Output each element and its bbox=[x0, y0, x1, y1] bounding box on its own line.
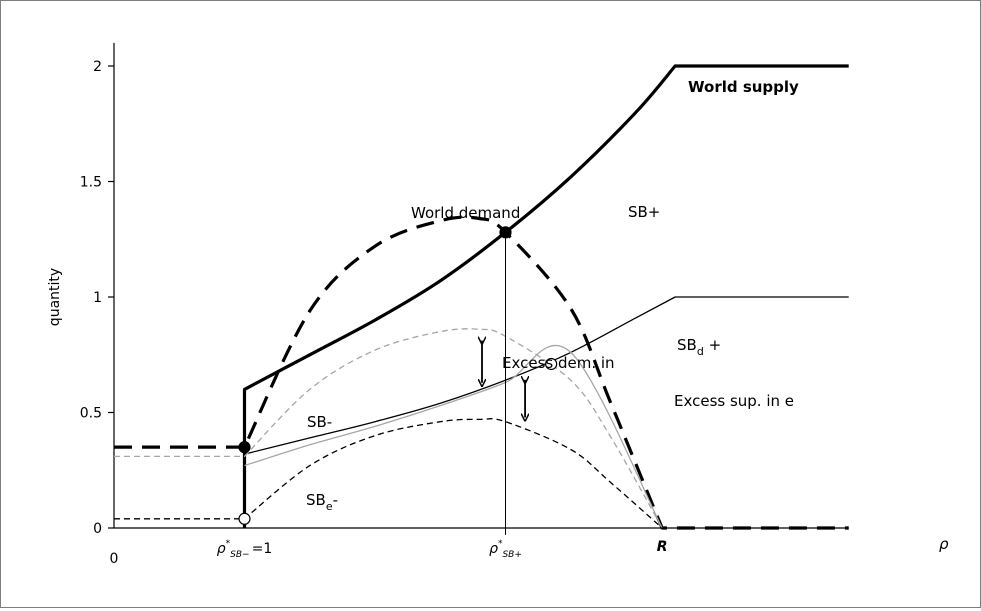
world-supply-label: World supply bbox=[688, 78, 799, 96]
tick-tail: =1 bbox=[252, 541, 273, 557]
sb-plus-label: SB+ bbox=[628, 203, 660, 221]
x-tick-sb-plus: ρ*SB+ bbox=[489, 539, 522, 560]
series-line-2 bbox=[244, 296, 849, 455]
sbe-minus-label: SBe- bbox=[306, 491, 338, 513]
y-tick-label: 1.5 bbox=[80, 175, 102, 191]
marker-layer bbox=[238, 226, 558, 525]
y-ticks: 0 0.5 1 1.5 2 bbox=[80, 59, 114, 537]
sb-minus-label: SB- bbox=[307, 413, 332, 431]
x-axis-label: ρ bbox=[939, 535, 949, 553]
excess-demand-label: Excess dem. in bbox=[502, 354, 615, 372]
rho-symbol: ρ bbox=[217, 541, 226, 557]
series-line-1 bbox=[114, 215, 849, 530]
series-line-0 bbox=[242, 64, 849, 528]
sb-minus-point bbox=[238, 441, 251, 454]
y-tick-label: 0 bbox=[93, 521, 102, 537]
origin-label: 0 bbox=[110, 551, 119, 567]
series-line-3 bbox=[244, 344, 663, 529]
series-layer bbox=[114, 64, 849, 530]
series-line-4 bbox=[114, 328, 663, 529]
x-tick-r: R bbox=[657, 539, 668, 555]
sb-plus-point bbox=[499, 226, 512, 239]
arrow-layer bbox=[482, 341, 525, 418]
y-tick-label: 2 bbox=[93, 59, 102, 75]
series-line-5 bbox=[114, 418, 663, 529]
world-demand-label: World demand bbox=[411, 204, 520, 222]
tick-sub: SB− bbox=[230, 550, 249, 560]
sbe-minus-point bbox=[238, 512, 251, 525]
sbd-plus-point bbox=[545, 357, 558, 371]
y-axis-label: quantity bbox=[47, 268, 63, 326]
y-tick-label: 1 bbox=[93, 290, 102, 306]
y-tick-label: 0.5 bbox=[80, 406, 102, 422]
x-tick-sb-minus: ρ*SB− =1 bbox=[217, 539, 272, 560]
excess-supply-label: Excess sup. in e bbox=[674, 392, 794, 410]
sbd-plus-label: SBd + bbox=[677, 336, 721, 358]
tick-sub: SB+ bbox=[502, 550, 521, 560]
